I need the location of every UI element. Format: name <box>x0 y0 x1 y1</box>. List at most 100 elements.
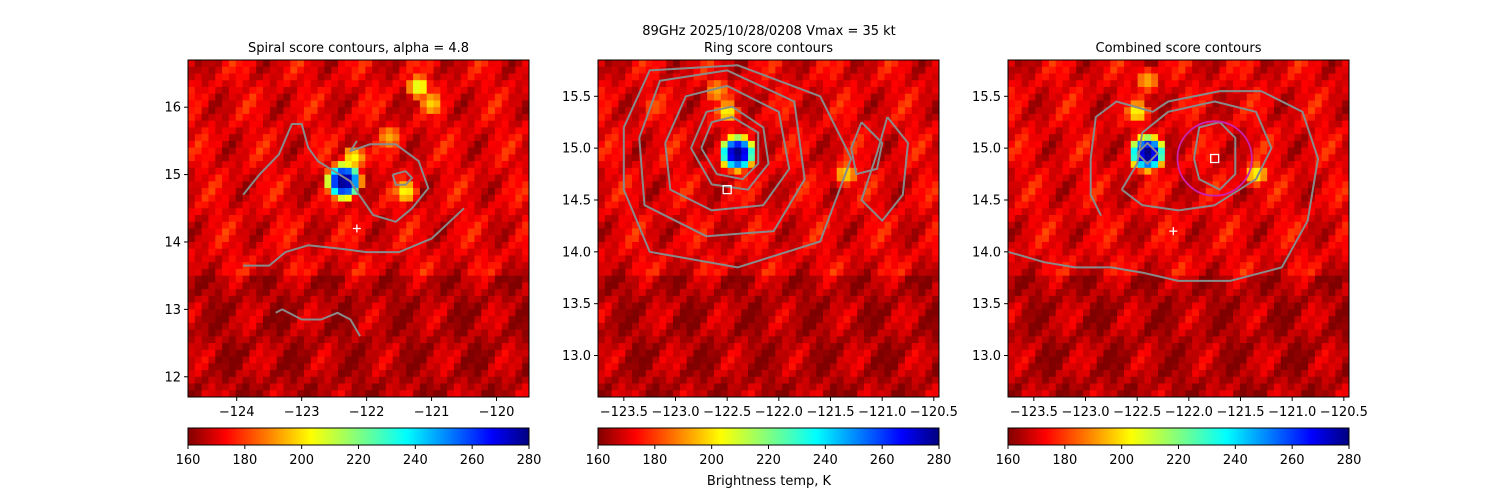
field-cell <box>419 268 428 277</box>
field-cell <box>686 134 695 142</box>
field-cell <box>269 275 278 284</box>
field-cell <box>741 255 749 263</box>
field-cell <box>249 188 257 196</box>
field-cell <box>215 336 223 344</box>
field-cell <box>816 181 824 189</box>
field-cell <box>618 147 626 155</box>
field-cell <box>679 241 688 250</box>
field-cell <box>276 349 285 358</box>
field-cell <box>440 241 448 250</box>
field-cell <box>652 295 660 304</box>
field-cell <box>768 154 776 162</box>
field-cell <box>673 221 681 230</box>
field-cell <box>365 215 373 223</box>
field-cell <box>761 248 770 257</box>
field-cell <box>638 295 647 304</box>
field-cell <box>522 376 529 385</box>
field-cell <box>925 295 933 304</box>
field-cell <box>850 309 858 317</box>
field-cell <box>522 235 529 243</box>
field-cell <box>645 228 654 236</box>
field-cell <box>249 181 257 189</box>
field-cell <box>365 275 373 284</box>
field-cell <box>426 343 435 351</box>
field-cell <box>194 100 203 108</box>
field-cell <box>836 174 845 182</box>
field-cell <box>249 154 257 162</box>
field-cell <box>645 167 654 176</box>
panel-title: Spiral score contours, alpha = 4.8 <box>248 41 469 56</box>
field-cell <box>419 167 428 176</box>
field-cell <box>850 93 858 102</box>
field-cell <box>734 154 742 162</box>
field-cell <box>700 161 708 169</box>
field-cell <box>426 221 435 230</box>
field-cell <box>508 336 516 344</box>
field-cell <box>775 201 783 209</box>
field-cell <box>673 66 681 75</box>
field-cell <box>290 181 298 189</box>
field-cell <box>508 356 516 364</box>
field-cell <box>850 60 858 68</box>
field-cell <box>351 80 360 88</box>
field-cell <box>768 113 776 122</box>
field-cell <box>515 282 523 290</box>
field-cell <box>324 154 332 162</box>
field-cell <box>201 363 210 371</box>
field-cell <box>904 86 913 95</box>
field-cell <box>269 140 278 149</box>
field-cell <box>338 154 346 162</box>
field-cell <box>877 329 886 337</box>
field-cell <box>201 73 210 81</box>
field-cell <box>440 336 448 344</box>
field-cell <box>249 208 257 216</box>
field-cell <box>679 107 688 115</box>
field-cell <box>666 356 674 364</box>
field-cell <box>426 93 435 102</box>
field-cell <box>467 181 476 189</box>
field-cell <box>707 80 715 88</box>
field-cell <box>686 120 695 128</box>
field-cell <box>426 100 435 108</box>
field-cell <box>344 181 353 189</box>
field-cell <box>686 322 695 331</box>
field-cell <box>850 363 858 371</box>
field-cell <box>188 80 196 88</box>
field-cell <box>215 390 223 397</box>
field-cell <box>618 127 626 135</box>
field-cell <box>317 194 325 203</box>
field-cell <box>201 383 210 391</box>
field-cell <box>474 262 482 270</box>
field-cell <box>372 100 380 108</box>
field-cell <box>494 208 503 216</box>
field-cell <box>673 363 681 371</box>
field-cell <box>201 188 210 196</box>
field-cell <box>645 60 654 68</box>
field-cell <box>222 201 230 209</box>
field-cell <box>734 295 742 304</box>
field-cell <box>392 235 401 243</box>
field-cell <box>802 309 811 317</box>
field-cell <box>399 295 407 304</box>
field-cell <box>816 235 824 243</box>
field-cell <box>249 336 257 344</box>
field-cell <box>707 181 715 189</box>
field-cell <box>419 113 428 122</box>
field-cell <box>290 127 298 135</box>
field-cell <box>741 316 749 324</box>
field-cell <box>501 161 510 169</box>
field-cell <box>925 221 933 230</box>
field-cell <box>351 370 360 378</box>
field-cell <box>693 336 701 344</box>
field-cell <box>754 302 763 310</box>
field-cell <box>201 161 210 169</box>
field-cell <box>228 60 237 68</box>
field-cell <box>474 60 482 68</box>
field-cell <box>843 86 851 95</box>
field-cell <box>317 343 325 351</box>
field-cell <box>829 93 838 102</box>
field-cell <box>188 86 196 95</box>
field-cell <box>283 241 291 250</box>
field-cell <box>501 181 510 189</box>
field-cell <box>460 241 469 250</box>
